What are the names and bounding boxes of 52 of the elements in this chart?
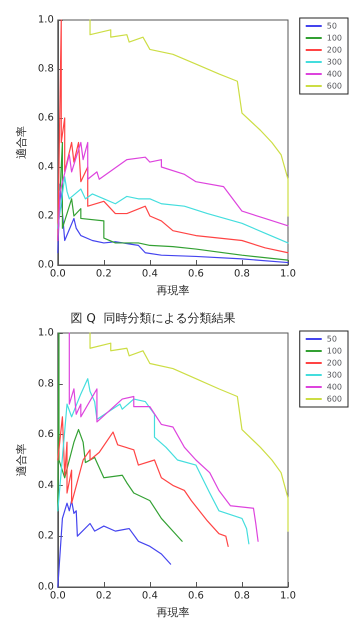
- x-axis-title: 再現率: [156, 284, 190, 297]
- x-tick-label: 0.8: [234, 590, 250, 602]
- legend-label: 300: [326, 370, 342, 380]
- y-tick-label: 0.8: [38, 64, 54, 74]
- y-tick-label: 0.6: [38, 429, 54, 440]
- line-series: [57, 416, 229, 547]
- line-series: [68, 332, 259, 542]
- y-axis-title: 適合率: [15, 126, 28, 159]
- y-tick-label: 0.6: [38, 112, 54, 124]
- x-tick-label: 1.0: [280, 268, 296, 280]
- x-tick-label: 0.0: [50, 268, 66, 280]
- line-series: [57, 500, 172, 588]
- line-series: [89, 19, 289, 217]
- x-tick-label: 0.6: [188, 268, 204, 280]
- legend-label: 50: [326, 334, 337, 344]
- x-tick-label: 0.4: [142, 268, 158, 280]
- line-series: [89, 332, 289, 532]
- x-tick-label: 0.0: [50, 590, 66, 602]
- y-tick-label: 0.4: [38, 480, 54, 491]
- legend-label: 600: [326, 82, 342, 90]
- y-tick-label: 0.4: [38, 162, 54, 172]
- x-tick-label: 0.8: [234, 268, 250, 280]
- legend-label: 200: [326, 358, 342, 368]
- x-tick-label: 0.2: [96, 590, 112, 602]
- chart-title: 図 Q 同時分類による分類結果: [70, 311, 236, 325]
- legend-label: 300: [326, 58, 342, 66]
- y-tick-label: 0.0: [38, 582, 54, 592]
- line-series: [57, 184, 289, 264]
- line-series: [57, 332, 183, 542]
- legend-label: 600: [326, 394, 342, 404]
- y-tick-label: 0.2: [38, 210, 54, 222]
- y-tick-label: 0.2: [38, 530, 54, 542]
- line-series: [57, 19, 289, 254]
- x-axis-title: 再現率: [156, 606, 190, 619]
- y-tick-label: 1.0: [38, 328, 54, 338]
- line-series: [57, 142, 289, 242]
- legend-label: 400: [326, 70, 342, 78]
- legend-label: 400: [326, 382, 342, 392]
- legend-label: 200: [326, 46, 342, 54]
- x-tick-label: 0.4: [142, 590, 158, 602]
- y-axis-title: 適合率: [15, 444, 28, 476]
- y-tick-label: 0.0: [38, 260, 54, 270]
- x-tick-label: 1.0: [280, 590, 296, 602]
- line-series: [57, 176, 289, 244]
- y-tick-label: 1.0: [38, 14, 54, 26]
- legend-label: 100: [326, 346, 342, 356]
- legend-label: 100: [326, 34, 342, 42]
- legend-label: 50: [326, 22, 337, 30]
- x-tick-label: 0.6: [188, 590, 204, 602]
- x-tick-label: 0.2: [96, 268, 112, 280]
- line-series: [57, 378, 250, 544]
- y-tick-label: 0.8: [38, 378, 54, 390]
